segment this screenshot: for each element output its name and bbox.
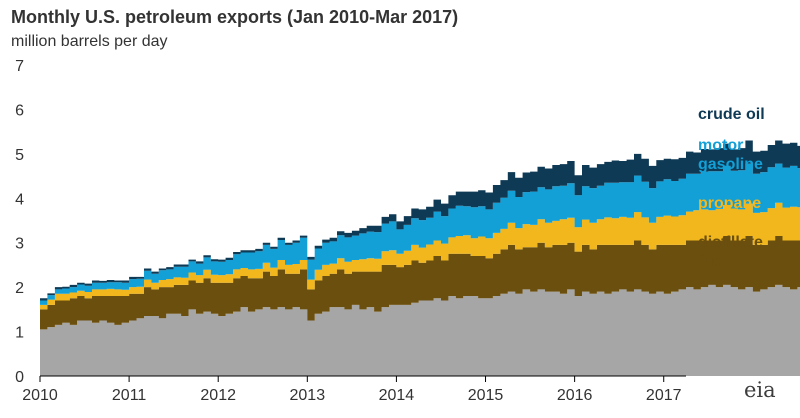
legend-item-distillate-fuel: distillate fuel bbox=[698, 234, 763, 270]
legend: crude oil motor gasoline propane distillate… bbox=[698, 0, 798, 418]
series-area-crude-oil bbox=[40, 140, 800, 301]
series-area-motor-gasoline bbox=[40, 163, 800, 305]
x-tick-label-2016: 2016 bbox=[557, 387, 593, 404]
y-tick-label-2: 2 bbox=[15, 280, 24, 297]
x-tick-label-2012: 2012 bbox=[200, 387, 236, 404]
series-area-distillate-fuel bbox=[40, 236, 800, 330]
eia-logo: eia bbox=[744, 378, 776, 402]
x-tick-label-2013: 2013 bbox=[290, 387, 326, 404]
y-tick-label-5: 5 bbox=[15, 147, 24, 164]
legend-item-other-petroleum-products: other petroleum products bbox=[698, 291, 776, 346]
legend-item-crude-oil: crude oil bbox=[698, 106, 765, 123]
y-tick-label-6: 6 bbox=[15, 102, 24, 119]
series-area-propane bbox=[40, 202, 800, 310]
x-tick-label-2015: 2015 bbox=[468, 387, 504, 404]
legend-item-propane: propane bbox=[698, 195, 762, 212]
y-tick-label-0: 0 bbox=[15, 369, 24, 386]
y-tick-label-7: 7 bbox=[15, 58, 24, 75]
y-tick-label-4: 4 bbox=[15, 191, 24, 208]
y-tick-label-1: 1 bbox=[15, 325, 24, 342]
x-tick-label-2010: 2010 bbox=[22, 387, 58, 404]
legend-item-motor-gasoline: motor gasoline bbox=[698, 137, 763, 173]
x-tick-label-2014: 2014 bbox=[379, 387, 415, 404]
x-tick-label-2017: 2017 bbox=[646, 387, 682, 404]
chart-title: Monthly U.S. petroleum exports (Jan 2010… bbox=[11, 7, 459, 27]
chart-subtitle: million barrels per day bbox=[11, 33, 168, 50]
x-tick-label-2011: 2011 bbox=[112, 387, 147, 404]
y-tick-label-3: 3 bbox=[15, 236, 24, 253]
series-area-other-petroleum-products bbox=[40, 284, 800, 376]
